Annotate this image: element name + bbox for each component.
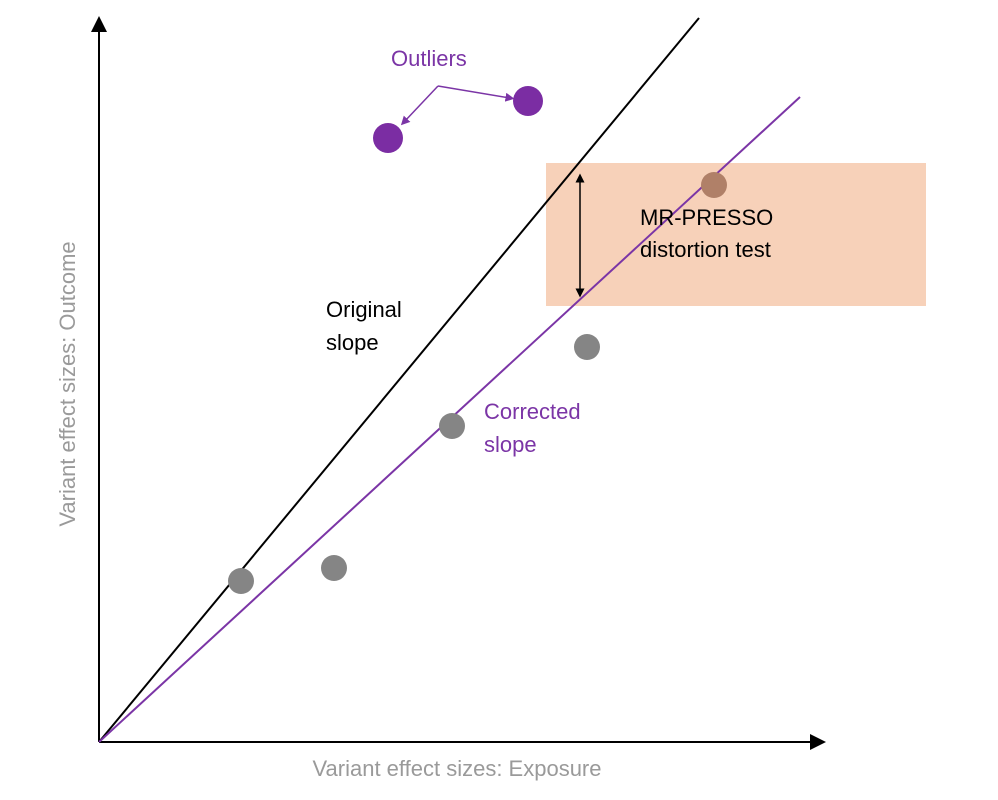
variant-point [321, 555, 347, 581]
corrected-slope-label-line1: Corrected [484, 399, 581, 424]
y-axis-label: Variant effect sizes: Outcome [55, 241, 80, 526]
distortion-test-label-line1: MR-PRESSO [640, 205, 773, 230]
outliers-label: Outliers [391, 46, 467, 71]
outlier-point [513, 86, 543, 116]
original-slope-label-line1: Original [326, 297, 402, 322]
distortion-test-label-line2: distortion test [640, 237, 771, 262]
variant-point [439, 413, 465, 439]
x-axis-label: Variant effect sizes: Exposure [313, 756, 602, 781]
variant-point [574, 334, 600, 360]
distortion-test-region [546, 163, 926, 306]
outlier-pointer-arrow-left [400, 85, 439, 126]
original-slope-line [98, 17, 700, 743]
outlier-pointer-arrow-right [437, 85, 515, 102]
corrected-slope-label-line2: slope [484, 432, 537, 457]
variant-point-in-test-region [701, 172, 727, 198]
variant-point [228, 568, 254, 594]
original-slope-label-line2: slope [326, 330, 379, 355]
outlier-point [373, 123, 403, 153]
